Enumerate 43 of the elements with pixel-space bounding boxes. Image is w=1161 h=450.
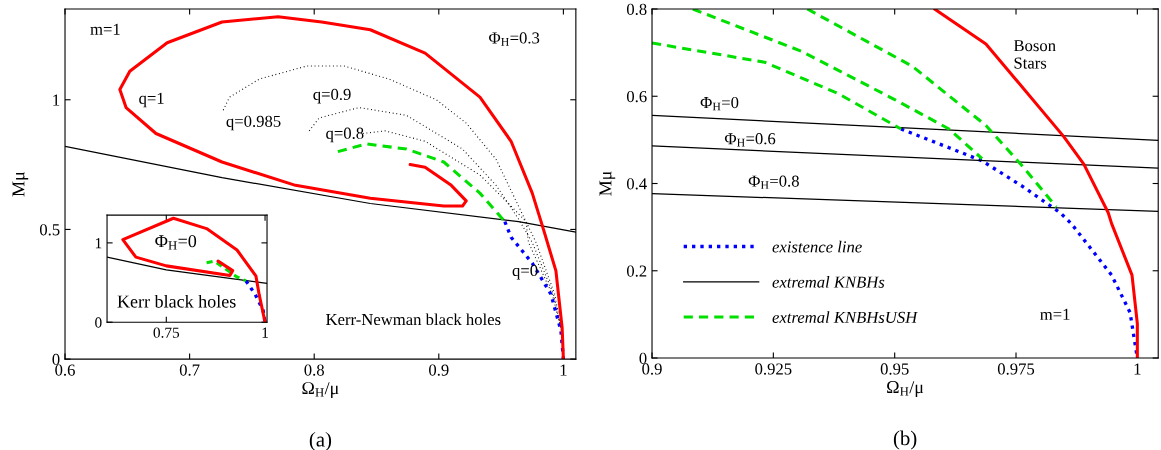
annotation: Φ$_{H}$=0.6 bbox=[724, 133, 776, 147]
annotation: Φ$_{H}$=0 bbox=[700, 96, 739, 111]
annotation: q=1 bbox=[139, 92, 164, 108]
x-axis-title: Ω$_{H}$/μ bbox=[887, 381, 924, 397]
x-tick-label: 1 bbox=[1134, 363, 1141, 375]
legend-label: extremal KNBHsUSH bbox=[772, 311, 918, 323]
text: (a) bbox=[309, 431, 332, 450]
annotation: Φ$_{H}$=0 bbox=[155, 235, 197, 250]
annotation: q=0.9 bbox=[313, 88, 351, 104]
legend-label: extremal KNBHs bbox=[772, 276, 885, 288]
y-tick-label: 0 bbox=[639, 352, 647, 364]
y-axis-title: Mμ bbox=[12, 171, 29, 197]
y-axis-title: Mμ bbox=[599, 171, 616, 196]
annotation: Kerr-Newman black holes bbox=[326, 313, 501, 326]
annotation: Φ$_{H}$=0.3 bbox=[489, 32, 540, 46]
x-tick-label: 1 bbox=[560, 364, 567, 376]
annotation: Kerr black holes bbox=[117, 294, 236, 308]
x-tick-label: 0.975 bbox=[997, 363, 1035, 375]
x-axis-title: Ω$_{H}$/μ bbox=[302, 382, 339, 398]
annotation: Φ$_{H}$=0.8 bbox=[748, 175, 799, 189]
annotation: q=0 bbox=[512, 264, 538, 280]
x-tick-label: 0.9 bbox=[642, 363, 662, 375]
y-tick-label: 0 bbox=[95, 317, 102, 328]
y-tick-label: 0 bbox=[52, 353, 60, 366]
annotation: q=0.985 bbox=[226, 115, 281, 131]
x-tick-label: 0.95 bbox=[880, 363, 909, 375]
x-tick-label: 0.7 bbox=[179, 364, 200, 376]
x-tick-label: 0.925 bbox=[755, 363, 792, 375]
x-tick-label: 0.8 bbox=[304, 364, 324, 376]
x-tick-label: 0.9 bbox=[429, 364, 449, 376]
y-tick-label: 0.8 bbox=[626, 3, 647, 16]
annotation: m=1 bbox=[1040, 308, 1070, 320]
y-tick-label: 0.4 bbox=[626, 178, 647, 190]
y-tick-label: 1 bbox=[53, 94, 60, 106]
annotation: Boson Stars bbox=[1013, 40, 1056, 69]
annotation: q=0.8 bbox=[326, 127, 364, 143]
y-tick-label: 0.2 bbox=[626, 265, 647, 277]
legend-label: existence line bbox=[772, 240, 862, 253]
annotation: m=1 bbox=[90, 23, 120, 35]
y-tick-label: 0.6 bbox=[626, 90, 647, 103]
x-tick-label: 0.75 bbox=[153, 327, 180, 338]
text: (b) bbox=[893, 430, 917, 450]
y-tick-label: 0.5 bbox=[39, 224, 60, 236]
